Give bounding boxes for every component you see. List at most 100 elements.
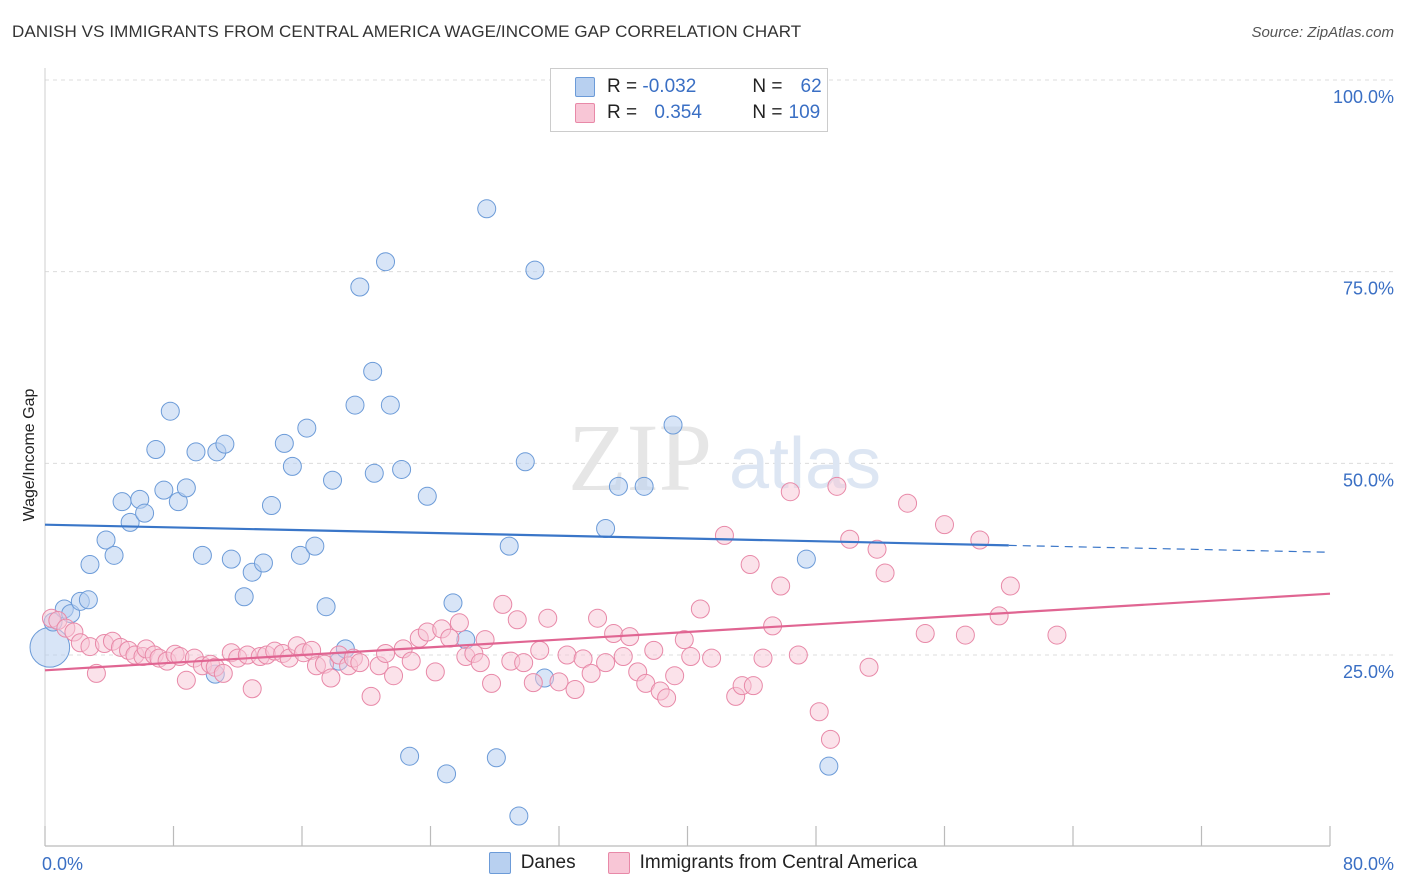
legend-swatch-danes: [575, 77, 595, 97]
immigrants-point: [596, 653, 616, 673]
danes-point: [135, 503, 155, 523]
watermark-atlas: atlas: [729, 424, 881, 504]
immigrants-point: [875, 563, 895, 583]
y-tick-label: 100.0%: [1333, 87, 1394, 107]
danes-point: [253, 553, 273, 573]
danes-point: [234, 587, 254, 607]
immigrants-point: [840, 529, 860, 549]
immigrants-point: [604, 624, 624, 644]
x-tick-label: 0.0%: [42, 854, 83, 874]
immigrants-point: [507, 610, 527, 630]
immigrants-point: [989, 606, 1009, 626]
immigrants-point: [771, 576, 791, 596]
immigrants-point: [581, 663, 601, 683]
danes-point: [380, 395, 400, 415]
immigrants-point: [549, 672, 569, 692]
danes-point: [78, 590, 98, 610]
y-tick-label: 25.0%: [1343, 662, 1394, 682]
danes-point: [316, 597, 336, 617]
danes-point: [274, 433, 294, 453]
series-legend: Danes Immigrants from Central America: [0, 852, 1406, 874]
immigrants-point: [538, 608, 558, 628]
legend-n-label: N =: [752, 76, 783, 97]
legend-r-label: R =: [607, 102, 638, 123]
danes-point: [305, 536, 325, 556]
danes-point: [663, 415, 683, 435]
immigrants-point: [321, 668, 341, 688]
legend-swatch-immigrants: [575, 103, 595, 123]
danes-point: [176, 478, 196, 498]
danes-point: [443, 593, 463, 613]
danes-point: [364, 463, 384, 483]
legend-label-danes: Danes: [520, 852, 576, 873]
immigrants-point: [935, 515, 954, 535]
danes-trend-extension: [1008, 544, 1331, 553]
watermark-zip: ZIP: [568, 404, 712, 511]
danes-point: [323, 470, 343, 490]
immigrants-point: [827, 476, 847, 496]
immigrants-point: [809, 702, 829, 722]
legend-swatch-immigrants: [607, 852, 630, 874]
y-tick-label: 75.0%: [1343, 279, 1394, 299]
immigrants-point: [493, 594, 513, 614]
danes-point: [509, 806, 529, 826]
legend-item-immigrants: Immigrants from Central America: [607, 852, 918, 874]
immigrants-point: [780, 482, 800, 502]
danes-point: [477, 199, 497, 219]
danes-point: [282, 456, 302, 476]
danes-point: [297, 418, 317, 438]
immigrants-point: [530, 640, 550, 660]
danes-point: [221, 549, 241, 569]
immigrants-point: [523, 673, 543, 693]
immigrants-point: [867, 539, 887, 559]
immigrants-point: [376, 643, 396, 663]
danes-point: [215, 434, 235, 454]
immigrants-point: [743, 676, 763, 696]
danes-point: [499, 536, 519, 556]
danes-point: [515, 452, 535, 472]
legend-r-label: R =: [607, 76, 638, 97]
immigrants-point: [681, 647, 701, 667]
axes: [44, 68, 1331, 847]
source-label: Source: ZipAtlas.com: [1251, 24, 1394, 41]
immigrants-point: [613, 647, 633, 667]
immigrants-trend-line: [44, 592, 1331, 672]
immigrants-point: [859, 657, 879, 677]
danes-point: [417, 486, 437, 506]
x-tick-label: 80.0%: [1343, 854, 1394, 874]
danes-point: [486, 748, 506, 768]
danes-point: [154, 480, 174, 500]
danes-point: [392, 459, 412, 479]
immigrants-point: [657, 688, 677, 708]
immigrants-point: [644, 640, 664, 660]
legend-label-immigrants: Immigrants from Central America: [639, 852, 918, 873]
immigrants-point: [820, 729, 840, 749]
legend-row-danes: R = -0.032 N = 62: [575, 75, 822, 99]
danes-point: [112, 492, 132, 512]
danes-point: [350, 277, 370, 297]
trend-lines: [44, 523, 1331, 672]
immigrants-point: [350, 653, 370, 673]
series-immigrants-central-america: [41, 476, 1067, 749]
danes-point: [363, 361, 383, 381]
immigrants-point: [482, 673, 502, 693]
danes-point: [400, 746, 420, 766]
danes-point: [104, 545, 124, 565]
series-danes: [29, 199, 839, 826]
immigrants-point: [401, 651, 421, 671]
immigrants-point: [425, 662, 445, 682]
immigrants-point: [788, 645, 808, 665]
danes-point: [96, 530, 116, 550]
immigrants-point: [475, 630, 495, 650]
danes-point: [290, 545, 310, 565]
immigrants-point: [440, 628, 460, 648]
immigrants-point: [702, 648, 722, 668]
danes-point: [437, 764, 457, 784]
immigrants-point: [213, 663, 233, 683]
legend-n-value: 109: [788, 102, 821, 123]
danes-point: [345, 395, 365, 415]
danes-point: [80, 555, 100, 575]
correlation-legend: R = -0.032 N = 62 R = 0.354 N = 109: [550, 68, 828, 132]
danes-point: [192, 545, 212, 565]
